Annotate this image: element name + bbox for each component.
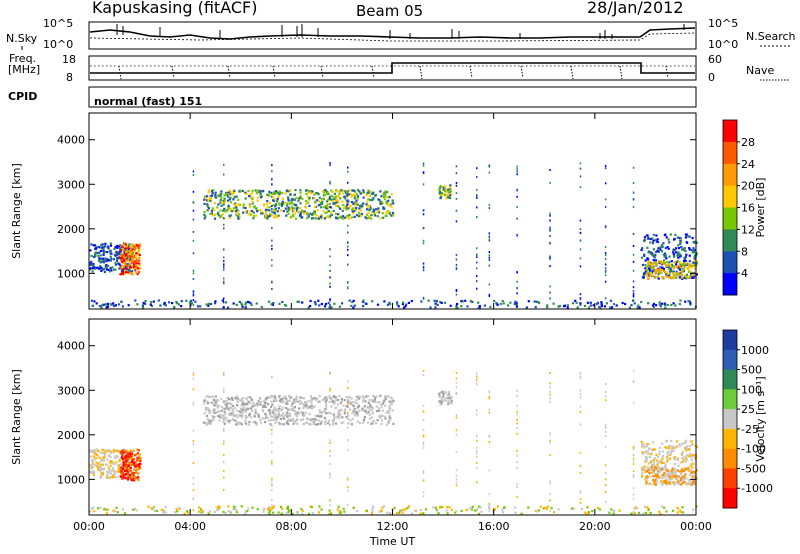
y-tick-label: 4000 [57,340,85,353]
colorbar-tick-label: -500 [741,462,766,475]
panel-frame [88,112,697,310]
freq-unit-label: [MHz] [8,63,41,76]
y-tick-label: 2000 [57,223,85,236]
x-tick-label: 16:00 [478,520,510,533]
freq-tick-top: 18 [62,53,76,66]
y-tick-label: 3000 [57,384,85,397]
colorbar-swatch [723,185,737,208]
noise-bottom-tick: 10^0 [43,38,74,51]
velocity-colorbar: 1000 500 100 25 -25 -100 -500 -1000 Velocity [m … [722,329,773,509]
colorbar-swatch [723,120,737,143]
noise-sky-trace [89,27,696,40]
x-tick-label: 08:00 [275,520,307,533]
colorbar-swatch [723,229,737,252]
velocity-panel: 1000 2000 3000 4000 00:00 04:00 08:00 12:00 16:0… [10,318,712,548]
colorbar-tick-label: -100 [741,443,766,456]
nave-label: Nave [746,64,775,77]
colorbar-swatch [723,141,737,165]
freq-panel-frame [88,55,697,81]
noise-spikes [116,24,685,39]
colorbar-frame [722,329,738,509]
echo-streaks [192,369,635,513]
echo-region-band [202,394,395,426]
y-tick-label: 1000 [57,267,85,280]
colorbar-swatch [723,369,737,390]
echo-region-early-core [119,242,142,276]
nave-drops [118,65,669,80]
echo-region-late-core [645,466,698,486]
colorbar-swatch [723,428,737,450]
x-tick-label: 00:00 [73,520,105,533]
x-axis-label: Time UT [369,535,415,548]
y-tick-label: 2000 [57,429,85,442]
colorbar-swatch [723,448,737,469]
colorbar-tick-label: 12 [741,223,755,236]
colorbar-tick-label: 4 [741,267,748,280]
colorbar-tick-label: 500 [741,364,762,377]
nsky-label: N.Sky [6,32,38,45]
colorbar-tick-label: -25 [741,423,759,436]
colorbar-swatch [723,163,737,187]
date-title: 28/Jan/2012 [587,0,684,17]
noise-right-top-tick: 10^5 [708,17,739,30]
power-colorbar: 28 24 20 16 12 8 4 Power [dB] [722,119,767,296]
colorbar-label: Velocity [m s⁻¹] [754,376,767,461]
cpid-value: normal (fast) 151 [94,95,203,108]
y-tick-label: 3000 [57,178,85,191]
echo-region-early-core [119,448,142,482]
colorbar-swatch [723,468,737,489]
colorbar-swatch [723,207,737,230]
echo-region-patch [438,390,453,406]
colorbar-swatch [723,330,737,351]
colorbar-tick-label: 28 [741,136,755,149]
colorbar-label: Power [dB] [754,178,767,238]
freq-tick-bottom: 8 [66,71,73,84]
x-tick-label: 12:00 [377,520,409,533]
nave-tick-top: 60 [708,53,722,66]
colorbar-swatch [723,273,737,296]
echo-region-patch [438,184,453,200]
nave-tick-bottom: 0 [708,71,715,84]
x-tick-label: 04:00 [174,520,206,533]
echo-region-ground [89,505,698,515]
colorbar-tick-label: -1000 [741,482,773,495]
colorbar-tick-label: 8 [741,245,748,258]
colorbar-tick-label: 16 [741,202,755,215]
colorbar-tick-label: 20 [741,180,755,193]
echo-region-ground [90,299,697,309]
noise-right-bottom-tick: 10^0 [708,38,739,51]
colorbar-swatch [723,389,737,410]
colorbar-swatch [723,488,737,509]
y-axis-label: Slant Range [km] [10,163,23,259]
noise-top-tick: 10^5 [43,17,74,30]
freq-trace [90,62,695,74]
beam-title: Beam 05 [356,2,424,20]
power-panel: 1000 2000 3000 4000 Slant Range [km] [10,112,699,310]
y-axis-label: Slant Range [km] [10,369,23,465]
colorbar-tick-label: 24 [741,158,755,171]
y-tick-label: 1000 [57,473,85,486]
noise-panel-frame [88,21,697,50]
cpid-label: CPID [8,90,38,103]
echo-region-band [203,189,395,220]
cpid-panel-frame [88,86,697,108]
x-tick-label: 20:00 [579,520,611,533]
x-tick-label: 00:00 [680,520,712,533]
station-title: Kapuskasing (fitACF) [92,0,258,17]
colorbar-tick-label: 1000 [741,344,769,357]
colorbar-swatch [723,349,737,371]
freq-label: Freq. [9,52,37,65]
echo-region-late-core [645,260,699,280]
colorbar-swatch [723,409,737,430]
echo-streaks [192,162,635,307]
nsearch-label: N.Search [746,30,796,43]
colorbar-tick-label: 100 [741,383,762,396]
colorbar-swatch [723,251,737,274]
colorbar-tick-label: 25 [741,403,755,416]
y-tick-label: 4000 [57,134,85,147]
